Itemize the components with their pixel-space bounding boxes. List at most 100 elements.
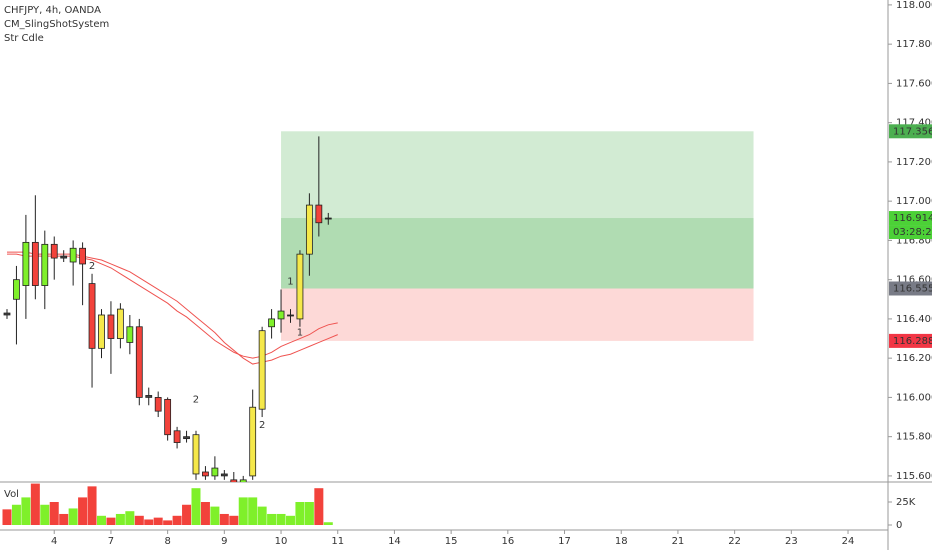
axes: 118.000 117.800 117.600 117.400 117.200 117.0… bbox=[51, 0, 932, 547]
candle-body bbox=[107, 314, 115, 339]
volume-bar bbox=[134, 515, 144, 525]
countdown-box bbox=[889, 225, 932, 240]
volume-bar bbox=[323, 522, 333, 525]
candle-body bbox=[164, 398, 172, 436]
x-tick-label: 21 bbox=[672, 536, 685, 547]
candle-body bbox=[79, 247, 86, 265]
candle-body bbox=[88, 283, 96, 349]
main-pane: 2 2 2 1 1 bbox=[3, 131, 754, 482]
price-tag-label: 116.555 bbox=[893, 283, 932, 294]
y-tick-label: 115.800 bbox=[896, 432, 932, 443]
x-tick-label: 15 bbox=[445, 536, 458, 547]
x-tick-label: 17 bbox=[558, 536, 571, 547]
price-tag bbox=[889, 124, 932, 139]
signal-label: 2 bbox=[193, 394, 199, 405]
candle-body bbox=[31, 241, 39, 286]
volume-tick-label: 0 bbox=[896, 520, 902, 531]
price-tag bbox=[889, 281, 932, 296]
volume-bar bbox=[191, 488, 201, 525]
candle-body bbox=[211, 467, 219, 477]
candle-body bbox=[154, 397, 162, 412]
volume-bar bbox=[153, 517, 163, 525]
volume-bar bbox=[40, 504, 50, 525]
volume-bar bbox=[21, 497, 31, 525]
volume-bar bbox=[210, 506, 220, 525]
volume-tick-label: 25K bbox=[896, 497, 916, 508]
candle-body bbox=[126, 326, 134, 343]
price-tag bbox=[889, 211, 932, 226]
candle-body bbox=[13, 279, 20, 300]
volume-bar bbox=[219, 513, 229, 525]
volume-bar bbox=[49, 502, 59, 525]
indicator-label: Str Cdle bbox=[4, 33, 44, 44]
candle-body bbox=[202, 471, 209, 477]
candle-body bbox=[50, 243, 58, 259]
volume-bar bbox=[314, 488, 324, 525]
volume-bar bbox=[106, 517, 116, 525]
volume-bar bbox=[276, 513, 286, 525]
price-tag-label: 116.288 bbox=[893, 336, 932, 347]
y-tick-label: 116.800 bbox=[896, 235, 932, 246]
volume-bar bbox=[285, 515, 295, 525]
candle-body bbox=[324, 217, 332, 220]
volume-bar bbox=[2, 509, 12, 525]
y-tick-label: 116.000 bbox=[896, 392, 932, 403]
volume-bar bbox=[172, 515, 182, 525]
candle-body bbox=[315, 204, 323, 224]
x-tick-label: 10 bbox=[275, 536, 288, 547]
volume-bar bbox=[144, 519, 154, 525]
price-tag-label: 117.356 bbox=[893, 126, 932, 137]
y-tick-label: 117.600 bbox=[896, 78, 932, 89]
volume-bar bbox=[295, 502, 305, 525]
candle-body bbox=[145, 395, 153, 398]
y-tick-label: 117.800 bbox=[896, 39, 932, 50]
x-tick-label: 23 bbox=[785, 536, 798, 547]
candle-body bbox=[249, 406, 257, 477]
indicator-label: CM_SlingShotSystem bbox=[4, 19, 109, 30]
volume-bar bbox=[30, 483, 40, 525]
volume-bar bbox=[248, 497, 258, 525]
candle-body bbox=[183, 436, 190, 440]
y-tick-label: 117.000 bbox=[896, 196, 932, 207]
candle-body bbox=[3, 312, 11, 316]
candle-body bbox=[116, 308, 124, 339]
volume-bar bbox=[59, 513, 69, 525]
volume-bar bbox=[96, 515, 106, 525]
candle-body bbox=[60, 255, 68, 259]
volume-pane bbox=[2, 483, 333, 525]
volume-bar bbox=[125, 511, 135, 525]
volume-bar bbox=[267, 513, 277, 525]
candle-body bbox=[287, 314, 294, 317]
candle-body bbox=[220, 473, 228, 477]
x-tick-label: 7 bbox=[108, 536, 114, 547]
x-tick-label: 4 bbox=[51, 536, 57, 547]
loss-zone bbox=[281, 288, 754, 341]
signal-label: 2 bbox=[259, 420, 265, 431]
candle-body bbox=[69, 247, 77, 263]
x-tick-label: 14 bbox=[388, 536, 401, 547]
x-tick-label: 24 bbox=[842, 536, 855, 547]
volume-bar bbox=[238, 497, 248, 525]
moving-average bbox=[6, 251, 338, 365]
y-tick-label: 116.400 bbox=[896, 314, 932, 325]
signal-label: 2 bbox=[89, 261, 95, 272]
y-tick-label: 117.200 bbox=[896, 157, 932, 168]
candle-body bbox=[258, 330, 266, 410]
y-tick-label: 116.200 bbox=[896, 353, 932, 364]
candle-body bbox=[305, 204, 313, 255]
y-tick-label: 118.000 bbox=[896, 0, 932, 11]
x-tick-label: 16 bbox=[501, 536, 514, 547]
volume-bar bbox=[229, 515, 239, 525]
candle-body bbox=[277, 310, 285, 320]
x-tick-label: 8 bbox=[164, 536, 170, 547]
candle-body bbox=[98, 314, 105, 349]
signal-label: 1 bbox=[287, 277, 293, 288]
volume-bar bbox=[68, 508, 78, 525]
countdown: 03:28:23 bbox=[893, 227, 932, 238]
volume-bar bbox=[115, 513, 125, 525]
candle-body bbox=[41, 243, 49, 286]
x-tick-label: 11 bbox=[331, 536, 344, 547]
volume-label: Vol bbox=[4, 489, 19, 500]
volume-bar bbox=[163, 520, 173, 525]
